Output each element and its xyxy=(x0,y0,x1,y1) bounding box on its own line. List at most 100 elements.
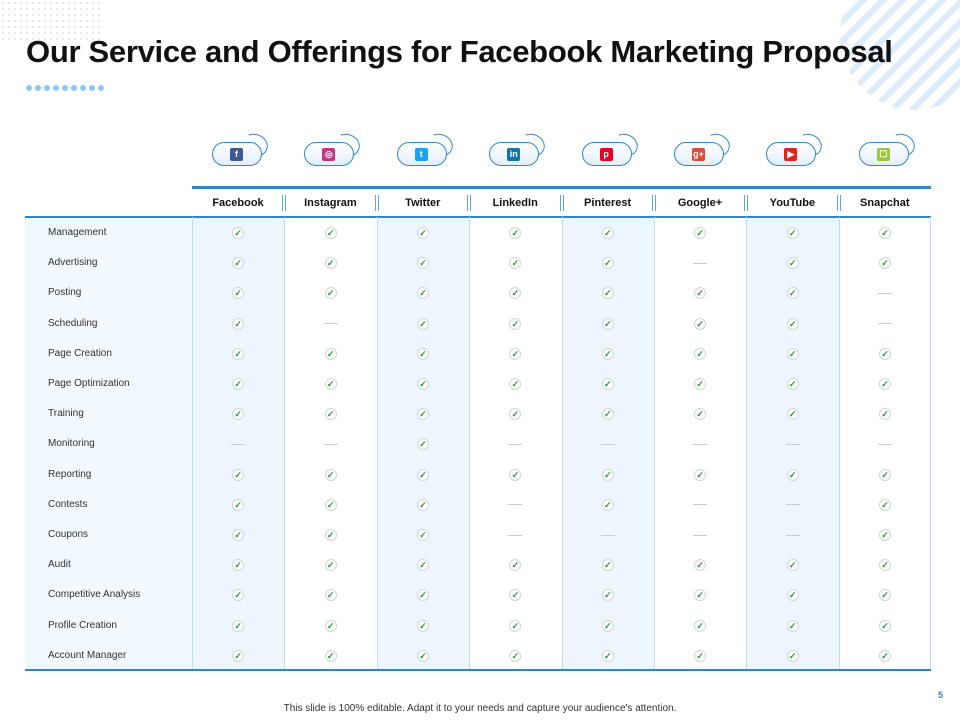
check-icon: ✓ xyxy=(231,468,245,482)
checkmark-glyph: ✓ xyxy=(417,408,429,421)
check-icon: ✓ xyxy=(878,347,892,361)
check-icon: ✓ xyxy=(231,528,245,542)
check-icon: ✓ xyxy=(416,468,430,482)
check-icon: ✓ xyxy=(416,528,430,542)
checkmark-glyph: ✓ xyxy=(879,227,891,239)
check-icon: ✓ xyxy=(878,558,892,572)
checkmark-glyph: ✓ xyxy=(509,257,522,270)
dash-icon xyxy=(693,498,708,512)
row-label: Advertising xyxy=(48,257,98,269)
check-icon: ✓ xyxy=(601,286,615,300)
check-icon: ✓ xyxy=(508,377,522,391)
checkmark-glyph: ✓ xyxy=(601,589,614,602)
check-icon: ✓ xyxy=(324,498,338,512)
column-divider xyxy=(376,217,378,669)
checkmark-glyph: ✓ xyxy=(601,257,614,270)
check-icon: ✓ xyxy=(324,588,338,602)
row-label: Audit xyxy=(48,559,71,571)
check-icon: ✓ xyxy=(601,498,615,512)
check-icon: ✓ xyxy=(508,256,522,270)
check-icon: ✓ xyxy=(693,468,707,482)
checkmark-glyph: ✓ xyxy=(786,589,799,602)
check-icon: ✓ xyxy=(416,649,430,663)
column-header-linkedin: LinkedIn xyxy=(492,197,538,209)
dash-icon xyxy=(693,256,708,270)
checkmark-glyph: ✓ xyxy=(417,317,429,330)
checkmark-glyph: ✓ xyxy=(694,619,707,632)
checkmark-glyph: ✓ xyxy=(417,649,429,662)
checkmark-glyph: ✓ xyxy=(509,378,522,390)
check-icon: ✓ xyxy=(786,619,800,633)
dash-glyph xyxy=(231,443,246,445)
check-icon: ✓ xyxy=(508,468,522,482)
dash-glyph xyxy=(693,534,708,536)
checkmark-glyph: ✓ xyxy=(879,347,891,360)
checkmark-glyph: ✓ xyxy=(324,257,337,270)
check-icon: ✓ xyxy=(601,226,615,240)
checkmark-glyph: ✓ xyxy=(232,227,245,239)
check-icon: ✓ xyxy=(508,317,522,331)
column-header-youtube: YouTube xyxy=(769,197,816,209)
dash-glyph xyxy=(785,534,800,536)
check-icon: ✓ xyxy=(786,347,800,361)
row-label: Scheduling xyxy=(48,317,98,329)
check-icon: ✓ xyxy=(508,558,522,572)
services-table: f Facebook ◎ Instagram t Twitter in LinkedIn p Pi… xyxy=(25,0,932,720)
check-icon: ✓ xyxy=(324,649,338,663)
cloud-shape xyxy=(674,142,724,166)
dash-glyph xyxy=(508,443,523,445)
checkmark-glyph: ✓ xyxy=(879,619,891,632)
cloud-badge: ☐ xyxy=(858,130,918,168)
check-icon: ✓ xyxy=(878,468,892,482)
header-separator xyxy=(374,195,379,211)
checkmark-glyph: ✓ xyxy=(786,619,799,632)
check-icon: ✓ xyxy=(231,317,245,331)
checkmark-glyph: ✓ xyxy=(694,227,707,239)
column-header-google: Google+ xyxy=(677,197,723,209)
check-icon: ✓ xyxy=(601,377,615,391)
checkmark-glyph: ✓ xyxy=(786,227,799,239)
check-icon: ✓ xyxy=(508,649,522,663)
checkmark-glyph: ✓ xyxy=(601,227,614,239)
check-icon: ✓ xyxy=(324,377,338,391)
row-label: Monitoring xyxy=(48,438,95,450)
checkmark-glyph: ✓ xyxy=(324,468,337,481)
checkmark-glyph: ✓ xyxy=(509,619,522,632)
column-header-instagram: Instagram xyxy=(304,197,357,209)
check-icon: ✓ xyxy=(786,588,800,602)
checkmark-glyph: ✓ xyxy=(786,378,799,390)
dash-glyph xyxy=(693,262,708,264)
check-icon: ✓ xyxy=(878,588,892,602)
check-icon: ✓ xyxy=(693,226,707,240)
platform-icon-cell: p xyxy=(562,130,654,178)
check-icon: ✓ xyxy=(508,619,522,633)
check-icon: ✓ xyxy=(416,498,430,512)
dash-icon xyxy=(231,437,246,451)
check-icon: ✓ xyxy=(601,619,615,633)
row-label: Profile Creation xyxy=(48,619,117,631)
checkmark-glyph: ✓ xyxy=(417,378,429,390)
checkmark-glyph: ✓ xyxy=(509,559,522,572)
facebook-icon: f xyxy=(230,148,243,161)
checkmark-glyph: ✓ xyxy=(879,589,891,602)
checkmark-glyph: ✓ xyxy=(601,468,614,481)
check-icon: ✓ xyxy=(324,256,338,270)
checkmark-glyph: ✓ xyxy=(601,619,614,632)
check-icon: ✓ xyxy=(786,286,800,300)
checkmark-glyph: ✓ xyxy=(232,468,245,481)
column-header-twitter: Twitter xyxy=(405,197,441,209)
checkmark-glyph: ✓ xyxy=(509,317,522,330)
row-label: Page Creation xyxy=(48,347,112,359)
checkmark-glyph: ✓ xyxy=(509,347,522,360)
row-label: Page Optimization xyxy=(48,378,130,389)
checkmark-glyph: ✓ xyxy=(232,317,245,330)
platform-icon-cell: f xyxy=(192,130,284,178)
checkmark-glyph: ✓ xyxy=(324,649,337,662)
checkmark-glyph: ✓ xyxy=(417,529,429,541)
youtube-icon: ▶ xyxy=(784,148,798,161)
dash-icon xyxy=(508,528,523,542)
check-icon: ✓ xyxy=(878,256,892,270)
checkmark-glyph: ✓ xyxy=(417,559,429,572)
checkmark-glyph: ✓ xyxy=(232,378,245,390)
check-icon: ✓ xyxy=(324,286,338,300)
